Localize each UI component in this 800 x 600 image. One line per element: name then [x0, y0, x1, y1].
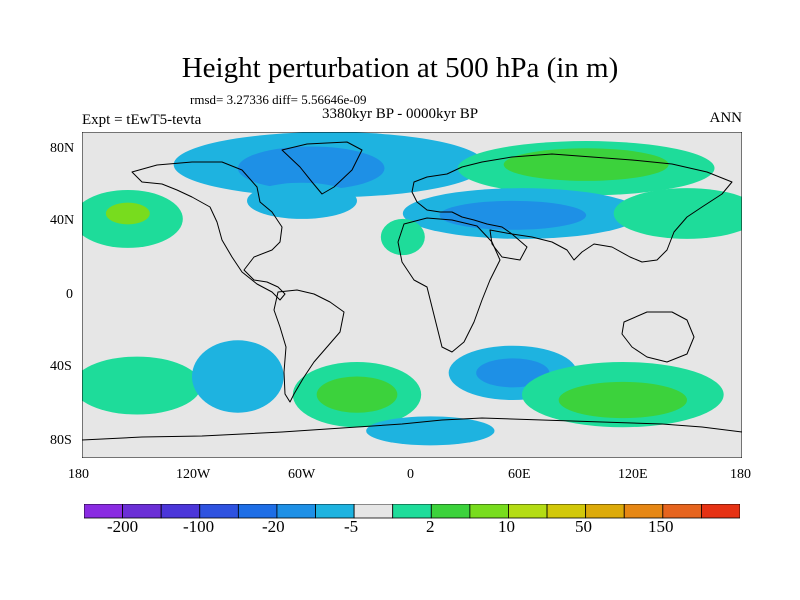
coastline-eurasia [411, 153, 733, 263]
coastline-north-america [131, 161, 286, 301]
lon-label-120e: 120E [618, 467, 648, 482]
colorbar-label: 10 [498, 517, 515, 536]
coastline-south-america [273, 289, 345, 403]
colorbar-label: -200 [107, 517, 139, 536]
contour-regions [82, 132, 742, 446]
colorbar-swatch [237, 504, 278, 519]
lat-label-80s: 80S [50, 433, 72, 448]
colorbar-swatch [392, 504, 432, 519]
region-greenland-core [237, 146, 385, 190]
colorbar-label: 50 [575, 517, 592, 536]
region-south-pacific-negative [192, 340, 284, 413]
colorbar-swatch [508, 504, 548, 519]
coastlines [82, 141, 742, 441]
colorbar-label: -100 [183, 517, 215, 536]
colorbar-swatch [585, 504, 625, 519]
lon-label-0: 0 [407, 467, 414, 482]
coastline-australia [621, 311, 695, 363]
colorbar-label: -5 [344, 517, 359, 536]
height-perturbation-map [82, 132, 742, 458]
lon-label-180e: 180 [730, 467, 751, 482]
region-antarctic-negative [366, 416, 495, 446]
lat-label-40s: 40S [50, 359, 72, 374]
experiment-label: Expt = tEwT5-tevta [82, 112, 202, 128]
lat-label-40n: 40N [50, 213, 75, 228]
colorbar-swatch [315, 504, 355, 519]
lat-label-0: 0 [66, 287, 73, 302]
plot-title: Height perturbation at 500 hPa (in m) [181, 52, 619, 84]
coastline-arabia [489, 229, 528, 261]
lon-label-60e: 60E [508, 467, 531, 482]
colorbar-swatch [701, 504, 740, 519]
colorbar-swatch [662, 504, 702, 519]
colorbar-swatch [199, 504, 239, 519]
region-south-pacific-positive [82, 356, 202, 415]
colorbar-label: 2 [426, 517, 435, 536]
colorbar-swatch [430, 504, 471, 519]
colorbar-swatch [546, 504, 587, 519]
lon-label-120w: 120W [176, 467, 211, 482]
colorbar-swatch [84, 504, 123, 519]
colorbar [84, 504, 740, 519]
region-central-asia-core [439, 200, 587, 230]
colorbar-swatch [160, 504, 201, 519]
colorbar-label: 150 [648, 517, 674, 536]
region-siberia-core [503, 148, 669, 181]
lon-label-60w: 60W [288, 467, 316, 482]
season-label: ANN [709, 110, 743, 126]
region-north-pacific-core [105, 202, 150, 225]
coastline-greenland [281, 141, 363, 195]
period-label: 3380kyr BP - 0000kyr BP [322, 106, 479, 122]
colorbar-swatch [276, 504, 316, 519]
colorbar-label: -20 [262, 517, 285, 536]
colorbar-swatch [469, 504, 509, 519]
region-south-atlantic-core [316, 376, 398, 413]
lat-label-80n: 80N [50, 141, 75, 156]
region-north-atlantic-negative [247, 182, 357, 219]
colorbar-swatch [623, 504, 664, 519]
region-south-ocean-core [558, 381, 687, 419]
stats-text: rmsd= 3.27336 diff= 5.56646e-09 [190, 92, 367, 107]
coastline-antarctica [82, 417, 742, 441]
colorbar-swatch [353, 504, 394, 519]
region-atlantic-positive [380, 218, 425, 256]
region-east-asia-positive [613, 188, 742, 239]
colorbar-swatch [122, 504, 162, 519]
region-south-indian-core [476, 358, 550, 388]
lon-label-180w: 180 [68, 467, 89, 482]
coastline-africa [397, 217, 501, 353]
